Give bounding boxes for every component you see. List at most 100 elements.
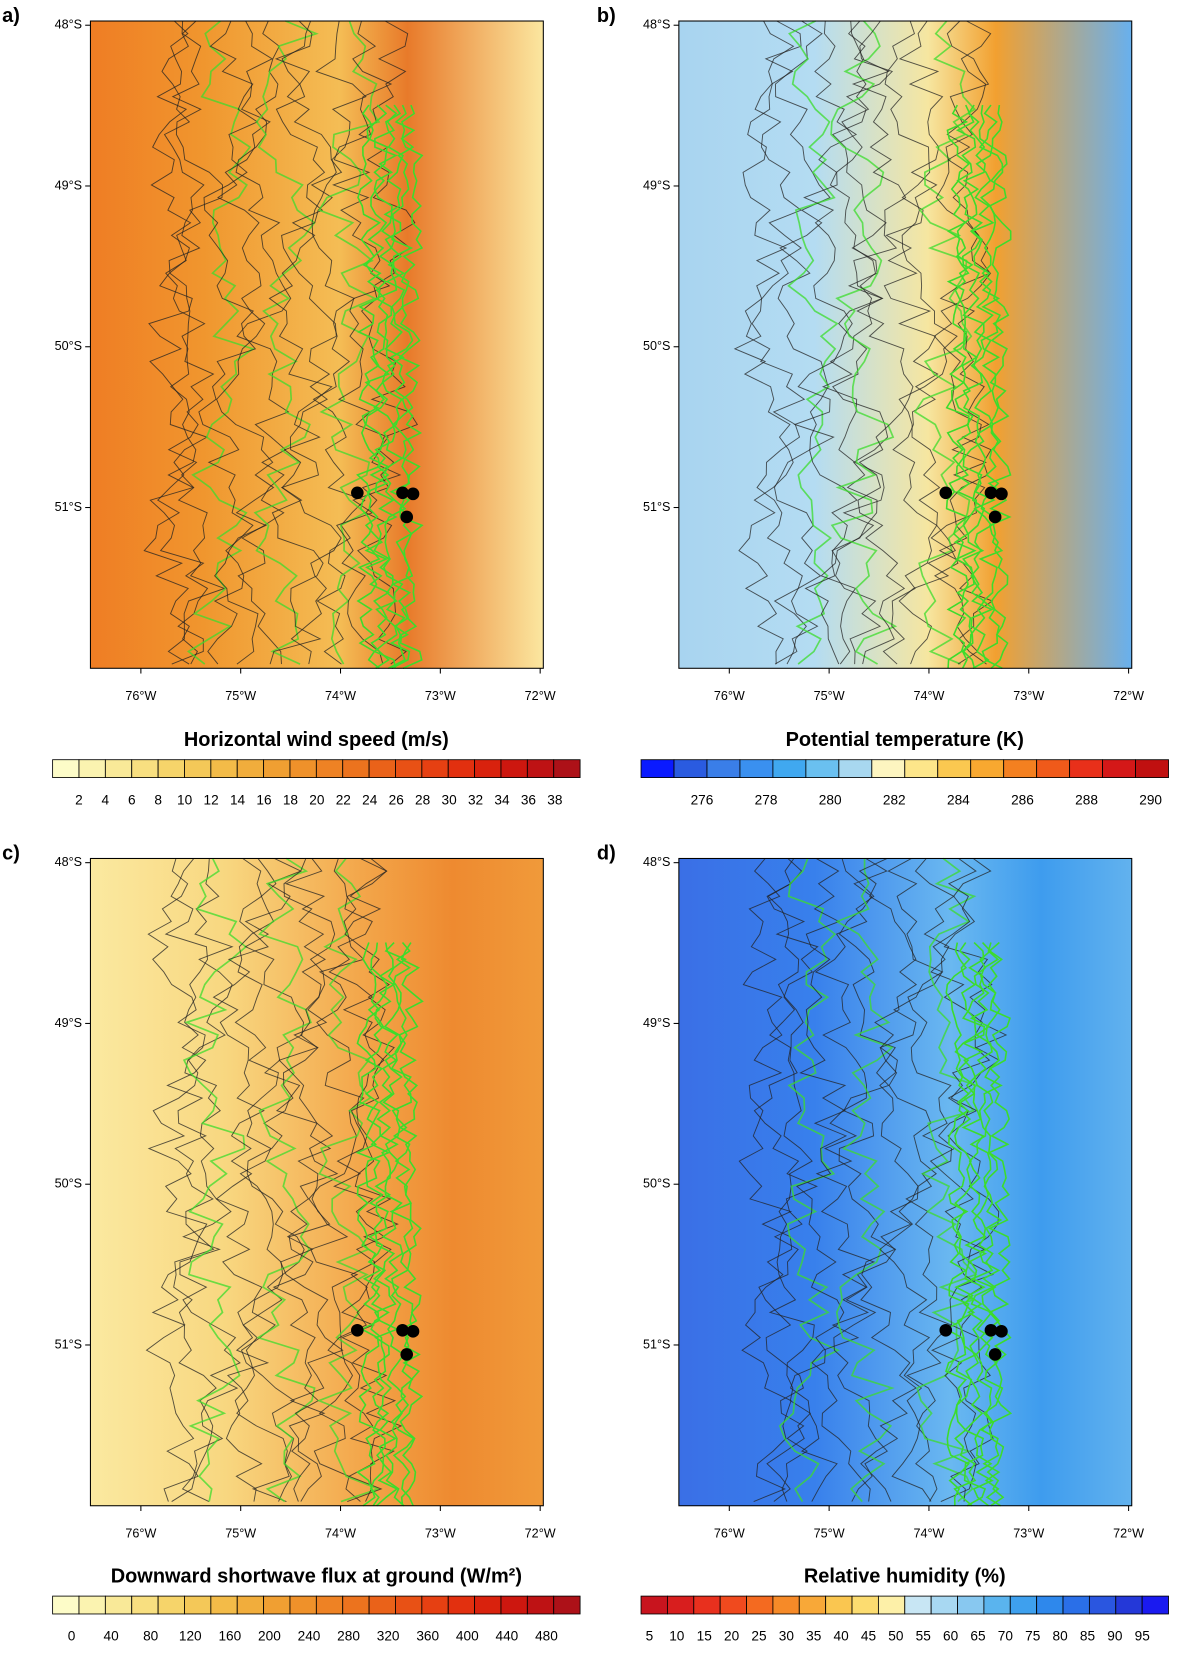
colorbar-tick-label: 280 — [337, 1629, 360, 1644]
map-field — [679, 858, 1132, 1505]
colorbar-swatch — [290, 1596, 316, 1614]
lon-tick-label: 72°W — [1113, 689, 1144, 703]
colorbar-tick-label: 80 — [1053, 1629, 1069, 1644]
colorbar-tick-label: 20 — [724, 1629, 740, 1644]
map-field — [90, 21, 543, 668]
station-marker — [939, 1324, 952, 1337]
station-marker — [989, 1348, 1002, 1361]
colorbar-swatch — [1037, 1596, 1063, 1614]
colorbar-swatch — [369, 760, 395, 778]
map-panel — [90, 21, 543, 668]
station-marker — [351, 1324, 364, 1337]
colorbar-tick-label: 278 — [755, 792, 778, 807]
colorbar-swatch — [211, 760, 237, 778]
lat-tick-label: 49°S — [643, 1016, 670, 1030]
colorbar-swatch — [905, 1596, 931, 1614]
colorbar-title: Horizontal wind speed (m/s) — [184, 729, 449, 751]
colorbar-tick-label: 12 — [204, 792, 219, 807]
map-panel — [679, 858, 1132, 1505]
colorbar-swatch — [1136, 760, 1169, 778]
lat-tick-label: 50°S — [55, 339, 82, 353]
colorbar-swatch — [554, 760, 580, 778]
station-marker — [400, 1348, 413, 1361]
panel-label: d) — [597, 843, 616, 865]
lat-tick-label: 50°S — [643, 1177, 670, 1191]
colorbar-tick-label: 22 — [336, 792, 351, 807]
colorbar-tick-label: 85 — [1080, 1629, 1096, 1644]
colorbar-swatch — [799, 1596, 825, 1614]
colorbar-title: Downward shortwave flux at ground (W/m²) — [111, 1565, 522, 1587]
station-marker — [400, 511, 413, 524]
lon-tick-label: 74°W — [913, 1526, 944, 1540]
lon-tick-label: 75°W — [225, 689, 256, 703]
colorbar-swatch — [132, 1596, 158, 1614]
colorbar-tick-label: 480 — [535, 1629, 558, 1644]
station-marker — [989, 511, 1002, 524]
colorbar-swatch — [1070, 760, 1103, 778]
colorbar-tick-label: 30 — [779, 1629, 795, 1644]
station-marker — [351, 487, 364, 500]
colorbar-tick-label: 55 — [916, 1629, 932, 1644]
colorbar-tick-label: 38 — [547, 792, 562, 807]
colorbar-tick-label: 288 — [1075, 792, 1098, 807]
colorbar-swatch — [852, 1596, 878, 1614]
colorbar-tick-label: 15 — [697, 1629, 713, 1644]
colorbar-tick-label: 30 — [442, 792, 458, 807]
panel-label: b) — [597, 5, 616, 27]
lat-tick-label: 49°S — [643, 178, 670, 192]
lat-tick-label: 48°S — [55, 18, 82, 32]
map-panel — [679, 21, 1132, 668]
colorbar-tick-label: 280 — [819, 792, 842, 807]
colorbar-swatch — [984, 1596, 1010, 1614]
lon-tick-label: 74°W — [325, 689, 356, 703]
lat-tick-label: 50°S — [643, 339, 670, 353]
colorbar-swatch — [839, 760, 872, 778]
lon-tick-label: 74°W — [913, 689, 944, 703]
colorbar-swatch — [475, 760, 501, 778]
colorbar-swatch — [343, 760, 369, 778]
colorbar-swatch — [1010, 1596, 1036, 1614]
lat-tick-label: 51°S — [643, 500, 670, 514]
colorbar-tick-label: 276 — [691, 792, 714, 807]
lon-tick-label: 76°W — [125, 1526, 156, 1540]
lat-tick-label: 50°S — [55, 1177, 82, 1191]
colorbar-swatch — [773, 1596, 799, 1614]
colorbar-tick-label: 286 — [1011, 792, 1034, 807]
colorbar-swatch — [448, 1596, 474, 1614]
colorbar-tick-label: 36 — [521, 792, 536, 807]
colorbar-swatch — [79, 1596, 105, 1614]
lat-tick-label: 48°S — [643, 18, 670, 32]
colorbar-swatch — [211, 1596, 237, 1614]
lat-tick-label: 51°S — [55, 1337, 82, 1351]
lat-tick-label: 48°S — [643, 855, 670, 869]
colorbar-tick-label: 80 — [143, 1629, 159, 1644]
colorbar-tick-label: 90 — [1107, 1629, 1123, 1644]
lat-tick-label: 49°S — [55, 178, 82, 192]
colorbar-swatch — [740, 760, 773, 778]
colorbar-tick-label: 400 — [456, 1629, 479, 1644]
colorbar-tick-label: 282 — [883, 792, 906, 807]
lat-tick-label: 51°S — [55, 500, 82, 514]
lat-tick-label: 48°S — [55, 855, 82, 869]
map-field — [679, 21, 1132, 668]
lon-tick-label: 75°W — [814, 689, 845, 703]
colorbar-swatch — [290, 760, 316, 778]
panel-label: c) — [2, 843, 20, 865]
colorbar-tick-label: 70 — [998, 1629, 1014, 1644]
colorbar-tick-label: 14 — [230, 792, 246, 807]
colorbar-swatch — [395, 1596, 421, 1614]
colorbar-swatch — [448, 760, 474, 778]
lon-tick-label: 76°W — [125, 689, 156, 703]
colorbar-tick-label: 10 — [669, 1629, 685, 1644]
colorbar-title: Relative humidity (%) — [804, 1565, 1006, 1587]
colorbar-swatch — [527, 760, 553, 778]
colorbar-tick-label: 16 — [256, 792, 271, 807]
lon-tick-label: 73°W — [425, 689, 456, 703]
colorbar-swatch — [931, 1596, 957, 1614]
lon-tick-label: 75°W — [225, 1526, 256, 1540]
colorbar-tick-label: 95 — [1135, 1629, 1151, 1644]
colorbar-swatch — [773, 760, 806, 778]
colorbar-tick-label: 28 — [415, 792, 430, 807]
colorbar-swatch — [938, 760, 971, 778]
colorbar-swatch — [369, 1596, 395, 1614]
